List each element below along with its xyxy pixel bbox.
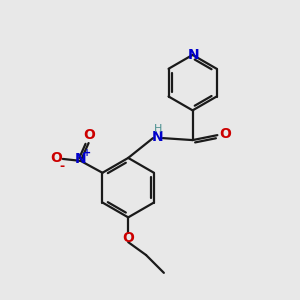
Text: O: O [84,128,95,142]
Text: -: - [59,160,64,173]
Text: O: O [50,151,62,165]
Text: +: + [82,148,91,158]
Text: N: N [152,130,164,144]
Text: O: O [219,127,231,141]
Text: N: N [188,48,200,62]
Text: N: N [75,152,86,166]
Text: O: O [122,231,134,245]
Text: H: H [154,124,162,134]
